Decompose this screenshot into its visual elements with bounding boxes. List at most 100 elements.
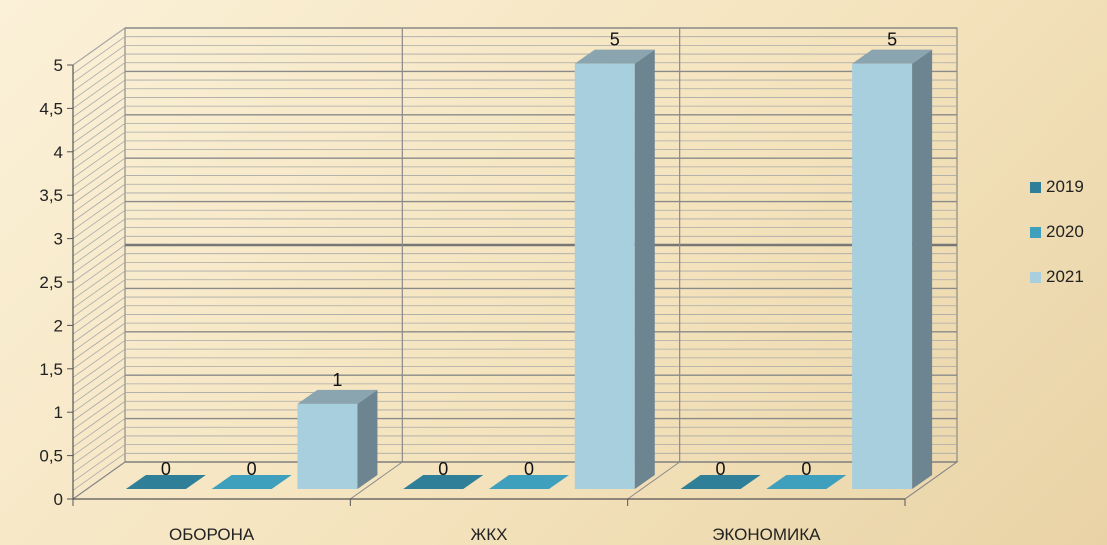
side-gridline	[72, 71, 126, 109]
y-tick-label: 5	[54, 56, 63, 75]
side-gridline	[72, 166, 126, 205]
bar-side	[634, 49, 655, 490]
side-gridline	[72, 114, 126, 153]
bar-front	[852, 63, 913, 490]
side-gridline	[72, 426, 126, 465]
side-gridline	[72, 123, 126, 161]
side-gridline	[72, 140, 126, 179]
data-label: 0	[247, 459, 257, 479]
side-gridline	[72, 209, 126, 248]
side-gridline	[72, 279, 126, 318]
side-gridline	[72, 340, 126, 378]
side-gridline	[72, 262, 126, 300]
bar-top	[574, 49, 655, 64]
side-gridline	[72, 36, 126, 75]
side-gridline	[72, 183, 126, 222]
chart-walls	[72, 27, 958, 500]
data-label: 0	[438, 459, 448, 479]
y-tick-label: 2	[54, 316, 63, 335]
bar-flat	[125, 475, 206, 489]
side-gridline	[72, 348, 126, 387]
legend-item: 2021	[1030, 266, 1084, 288]
bar-flat	[489, 475, 569, 489]
side-gridline	[72, 157, 126, 196]
side-gridline	[72, 322, 126, 361]
floor-divider	[627, 461, 680, 500]
x-tick-label: ЭКОНОМИКА	[712, 525, 821, 544]
side-gridline	[72, 409, 126, 448]
side-gridline	[72, 244, 126, 283]
side-gridline	[72, 131, 126, 170]
legend-swatch	[1030, 226, 1041, 238]
side-gridline	[72, 331, 126, 370]
side-gridline	[72, 305, 126, 344]
bar-flat	[680, 475, 761, 489]
bar-flat	[766, 475, 847, 489]
bar-flat	[211, 475, 292, 489]
side-gridline	[72, 270, 126, 309]
gridlines	[72, 27, 957, 500]
side-gridline	[72, 201, 126, 239]
y-tick-label: 0,5	[39, 447, 63, 466]
y-tick-label: 4	[54, 143, 63, 162]
side-gridline	[72, 400, 126, 439]
bar-front	[574, 63, 635, 490]
side-gridline	[72, 149, 126, 187]
side-gridline	[72, 444, 126, 482]
bar-side	[357, 389, 378, 489]
y-tick-label: 2,5	[39, 273, 63, 292]
legend-label: 2020	[1046, 222, 1084, 241]
bar-front	[297, 403, 358, 489]
side-gridline	[72, 97, 126, 135]
y-tick-label: 0	[54, 490, 63, 509]
y-tick-label: 3	[54, 230, 63, 249]
side-gridline	[72, 374, 126, 413]
side-gridline	[72, 227, 126, 265]
side-gridline	[72, 62, 126, 101]
side-gridline	[72, 314, 126, 352]
side-gridline	[72, 253, 126, 292]
y-tick-label: 1,5	[39, 360, 63, 379]
data-label: 5	[610, 30, 620, 50]
side-gridline	[72, 357, 126, 396]
x-tick-label: ОБОРОНА	[169, 525, 255, 544]
bar-flat	[403, 475, 484, 489]
legend-swatch	[1030, 271, 1041, 283]
floor-divider	[904, 461, 958, 500]
side-gridline	[72, 175, 126, 213]
y-tick-label: 1	[54, 403, 63, 422]
side-gridline	[72, 435, 126, 474]
axes: 0 0,5 1 1,5 2 2,5 3 3,5 4 4,5 5 ОБОРОНА ЖКХ ЭКОНОМИКА	[39, 56, 906, 544]
side-gridline	[72, 366, 126, 404]
side-gridline	[72, 45, 126, 83]
legend-label: 2021	[1046, 267, 1084, 286]
legend-item: 2019	[1030, 176, 1084, 198]
floor-divider	[72, 461, 126, 500]
side-gridline	[72, 192, 126, 231]
data-label: 0	[801, 459, 811, 479]
side-gridline	[72, 392, 126, 430]
x-tick-label: ЖКХ	[471, 525, 508, 544]
legend-item: 2020	[1030, 221, 1084, 243]
bar-side	[912, 49, 933, 490]
bars	[125, 49, 933, 490]
side-gridline	[72, 383, 126, 422]
y-tick-label: 4,5	[39, 99, 63, 118]
side-gridline	[72, 27, 126, 66]
side-gridline	[72, 218, 126, 257]
side-gridline	[72, 105, 126, 144]
legend: 2019 2020 2021	[1030, 176, 1084, 311]
side-gridline	[72, 288, 126, 326]
side-gridline	[72, 88, 126, 127]
data-label: 0	[161, 459, 171, 479]
legend-swatch	[1030, 181, 1041, 193]
data-label: 1	[332, 370, 342, 390]
side-gridline	[72, 452, 126, 491]
y-tick-label: 3,5	[39, 186, 63, 205]
floor-divider	[350, 461, 403, 500]
side-gridline	[72, 53, 126, 92]
data-label: 5	[887, 30, 897, 50]
bar-top	[852, 49, 933, 64]
legend-label: 2019	[1046, 177, 1084, 196]
